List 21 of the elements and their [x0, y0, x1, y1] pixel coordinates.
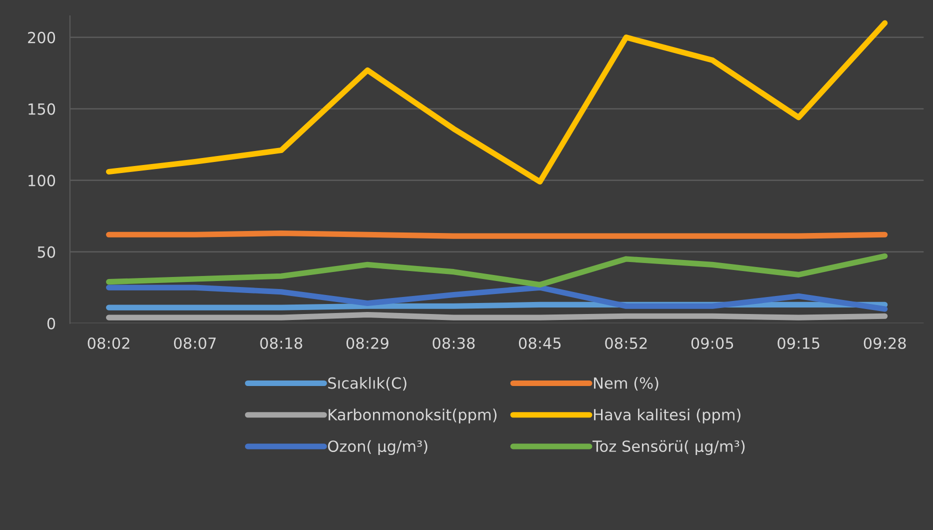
- x-tick-label: 08:02: [88, 337, 130, 350]
- x-tick-label: 08:07: [174, 337, 216, 350]
- x-tick-label: 08:45: [518, 337, 561, 350]
- legend-label: Toz Sensörü( µg/m³): [592, 440, 745, 455]
- y-tick-label: 50: [38, 246, 56, 258]
- y-tick-label: 200: [28, 32, 56, 44]
- x-tick-label: 09:05: [691, 337, 734, 350]
- y-tick-label: 150: [28, 103, 56, 115]
- legend-label: Karbonmonoksit(ppm): [328, 408, 497, 424]
- x-tick-label: 09:28: [864, 337, 906, 350]
- y-tick-label: 100: [28, 174, 56, 186]
- legend-label: Hava kalitesi (ppm): [594, 408, 740, 424]
- y-tick-label: 0: [47, 318, 56, 330]
- legend-label: Nem (%): [594, 377, 658, 391]
- legend-label: Ozon( µg/m³): [328, 440, 428, 455]
- legend-label: Sıcaklık(C): [328, 377, 406, 391]
- x-tick-label: 09:15: [778, 337, 820, 350]
- x-tick-label: 08:18: [260, 337, 302, 350]
- x-tick-label: 08:52: [605, 337, 647, 350]
- x-tick-label: 08:38: [432, 337, 475, 350]
- x-tick-label: 08:29: [346, 337, 388, 350]
